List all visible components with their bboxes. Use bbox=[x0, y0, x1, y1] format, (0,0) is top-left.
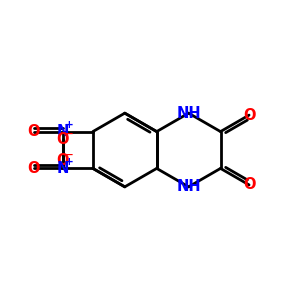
Text: NH: NH bbox=[176, 106, 201, 121]
Text: O: O bbox=[56, 153, 69, 168]
Text: O: O bbox=[27, 124, 40, 139]
Text: O: O bbox=[27, 161, 40, 176]
Text: −: − bbox=[65, 128, 74, 139]
Text: O: O bbox=[243, 177, 255, 192]
Text: +: + bbox=[65, 120, 74, 130]
Text: O: O bbox=[56, 132, 69, 147]
Text: NH: NH bbox=[176, 179, 201, 194]
Text: N: N bbox=[56, 161, 69, 176]
Text: O: O bbox=[243, 108, 255, 123]
Text: N: N bbox=[56, 124, 69, 139]
Text: −: − bbox=[65, 150, 74, 160]
Text: +: + bbox=[65, 157, 74, 167]
